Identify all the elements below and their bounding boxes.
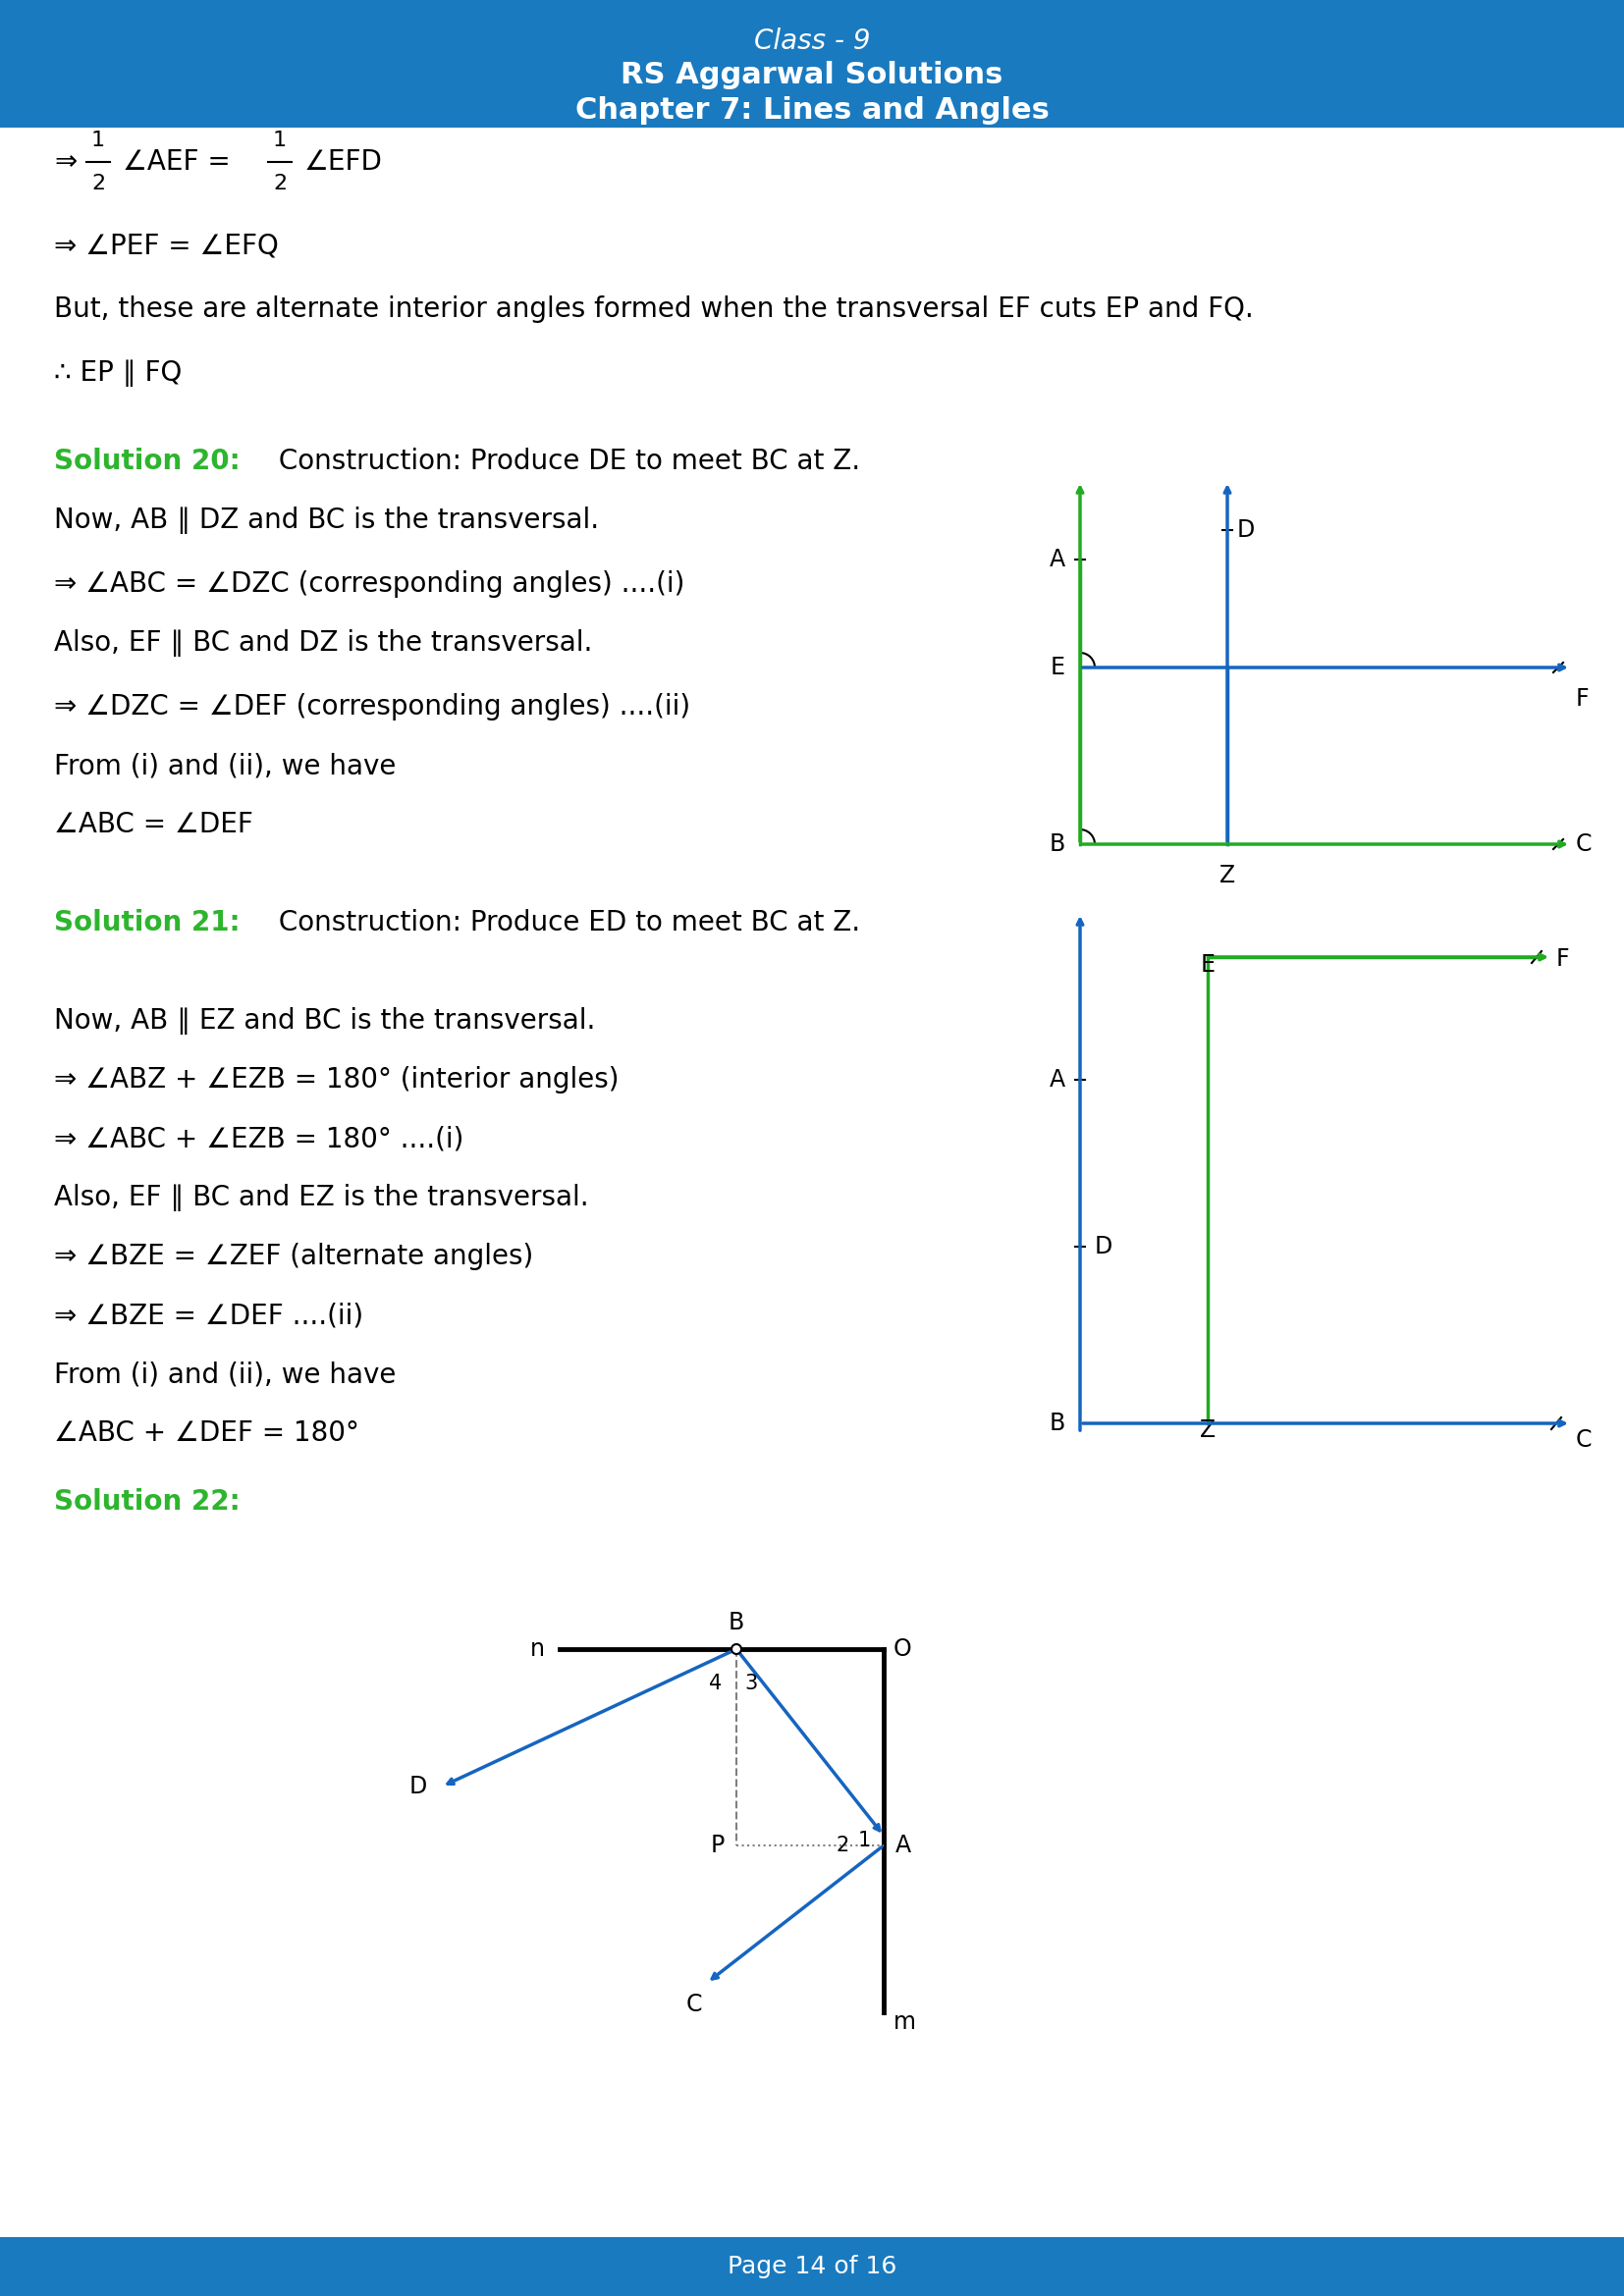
Text: ⇒ ∠BZE = ∠ZEF (alternate angles): ⇒ ∠BZE = ∠ZEF (alternate angles) xyxy=(54,1242,533,1270)
Text: ∠AEF =: ∠AEF = xyxy=(123,149,231,177)
Text: Now, AB ∥ DZ and BC is the transversal.: Now, AB ∥ DZ and BC is the transversal. xyxy=(54,507,599,535)
Text: n: n xyxy=(529,1637,546,1660)
Text: F: F xyxy=(1575,687,1590,712)
Text: B: B xyxy=(729,1612,744,1635)
Text: Construction: Produce DE to meet BC at Z.: Construction: Produce DE to meet BC at Z… xyxy=(270,448,861,475)
Text: C: C xyxy=(685,1993,702,2016)
Text: ⇒ ∠DZC = ∠DEF (corresponding angles) ....(ii): ⇒ ∠DZC = ∠DEF (corresponding angles) ...… xyxy=(54,693,690,721)
Text: ⇒ ∠BZE = ∠DEF ....(ii): ⇒ ∠BZE = ∠DEF ....(ii) xyxy=(54,1302,364,1329)
Text: m: m xyxy=(893,2011,916,2034)
Text: From (i) and (ii), we have: From (i) and (ii), we have xyxy=(54,1362,396,1389)
Text: Construction: Produce ED to meet BC at Z.: Construction: Produce ED to meet BC at Z… xyxy=(270,909,861,937)
Text: C: C xyxy=(1575,833,1592,856)
Text: A: A xyxy=(1049,549,1065,572)
Text: C: C xyxy=(1575,1428,1592,1451)
Text: 1: 1 xyxy=(857,1830,870,1851)
Bar xyxy=(0,0,1624,129)
Text: D: D xyxy=(1095,1235,1112,1258)
Text: ∴ EP ∥ FQ: ∴ EP ∥ FQ xyxy=(54,358,182,386)
Text: E: E xyxy=(1200,953,1215,976)
Text: RS Aggarwal Solutions: RS Aggarwal Solutions xyxy=(620,62,1004,90)
Text: ∠ABC + ∠DEF = 180°: ∠ABC + ∠DEF = 180° xyxy=(54,1419,359,1446)
Circle shape xyxy=(731,1644,741,1653)
Text: Solution 22:: Solution 22: xyxy=(54,1488,240,1515)
Text: ∠ABC = ∠DEF: ∠ABC = ∠DEF xyxy=(54,810,253,838)
Text: Solution 21:: Solution 21: xyxy=(54,909,240,937)
Text: ⇒ ∠ABC + ∠EZB = 180° ....(i): ⇒ ∠ABC + ∠EZB = 180° ....(i) xyxy=(54,1125,464,1153)
Text: Class - 9: Class - 9 xyxy=(754,28,870,55)
Text: B: B xyxy=(1049,833,1065,856)
Text: Also, EF ∥ BC and EZ is the transversal.: Also, EF ∥ BC and EZ is the transversal. xyxy=(54,1185,590,1212)
Text: 4: 4 xyxy=(708,1674,721,1692)
Text: Solution 20:: Solution 20: xyxy=(54,448,240,475)
Text: E: E xyxy=(1051,657,1065,680)
Text: Now, AB ∥ EZ and BC is the transversal.: Now, AB ∥ EZ and BC is the transversal. xyxy=(54,1008,596,1035)
Text: Chapter 7: Lines and Angles: Chapter 7: Lines and Angles xyxy=(575,96,1049,124)
Text: D: D xyxy=(409,1775,427,1798)
Text: ⇒ ∠ABC = ∠DZC (corresponding angles) ....(i): ⇒ ∠ABC = ∠DZC (corresponding angles) ...… xyxy=(54,569,685,597)
Text: 3: 3 xyxy=(744,1674,757,1692)
Text: D: D xyxy=(1237,519,1255,542)
Text: Z: Z xyxy=(1200,1419,1216,1442)
Text: But, these are alternate interior angles formed when the transversal EF cuts EP : But, these are alternate interior angles… xyxy=(54,296,1254,324)
Text: ⇒ ∠ABZ + ∠EZB = 180° (interior angles): ⇒ ∠ABZ + ∠EZB = 180° (interior angles) xyxy=(54,1065,619,1093)
Bar xyxy=(0,2236,1624,2296)
Text: 2: 2 xyxy=(836,1835,849,1855)
Text: From (i) and (ii), we have: From (i) and (ii), we have xyxy=(54,751,396,778)
Text: ∠EFD: ∠EFD xyxy=(304,149,383,177)
Text: A: A xyxy=(1049,1068,1065,1091)
Text: F: F xyxy=(1556,948,1570,971)
Text: O: O xyxy=(893,1637,913,1660)
Text: 1: 1 xyxy=(91,131,106,149)
Text: 2: 2 xyxy=(91,174,106,193)
Text: A: A xyxy=(895,1835,911,1857)
Text: 2: 2 xyxy=(273,174,287,193)
Text: 1: 1 xyxy=(273,131,287,149)
Text: B: B xyxy=(1049,1412,1065,1435)
Text: ⇒: ⇒ xyxy=(54,149,76,177)
Text: Z: Z xyxy=(1220,863,1236,886)
Text: Page 14 of 16: Page 14 of 16 xyxy=(728,2255,896,2278)
Text: ⇒ ∠PEF = ∠EFQ: ⇒ ∠PEF = ∠EFQ xyxy=(54,232,279,259)
Text: Also, EF ∥ BC and DZ is the transversal.: Also, EF ∥ BC and DZ is the transversal. xyxy=(54,629,593,657)
Text: P: P xyxy=(711,1835,724,1857)
